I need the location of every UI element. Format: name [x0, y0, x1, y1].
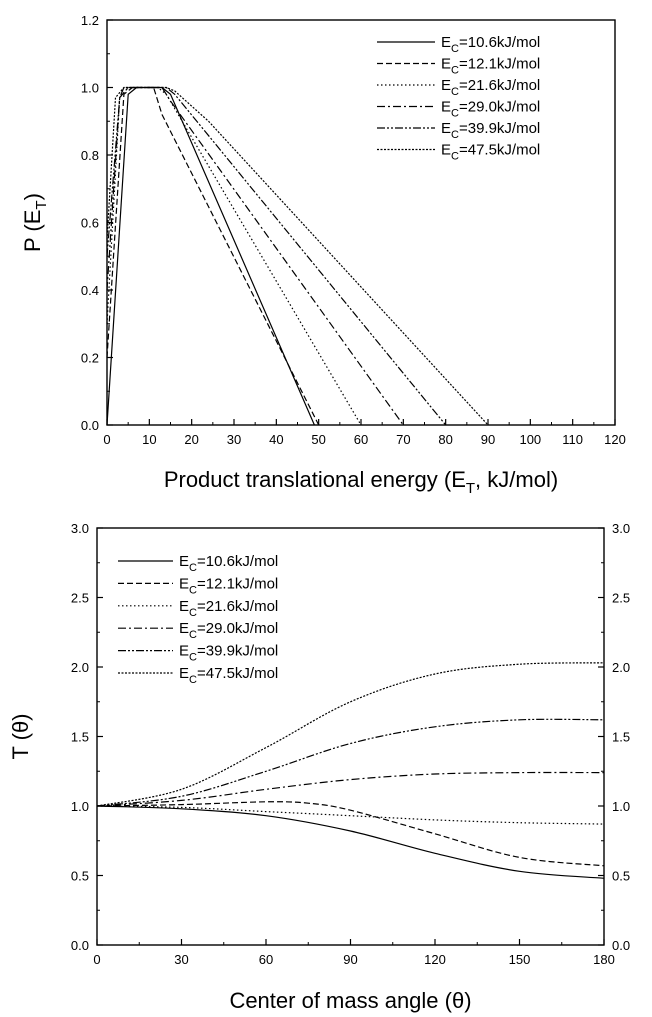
series-line-5 — [107, 88, 446, 426]
series-line-6 — [107, 88, 488, 426]
x-tick-label: 10 — [142, 432, 156, 447]
x-tick-label: 30 — [174, 952, 188, 967]
plot-frame — [97, 528, 604, 945]
series-line-2 — [97, 802, 604, 866]
y-tick-label: 2.0 — [71, 660, 89, 675]
chart-2: 03060901201501800.00.00.50.51.01.01.51.5… — [8, 521, 630, 1013]
series-line-3 — [107, 88, 361, 426]
y-tick-label: 0.8 — [81, 148, 99, 163]
x-tick-label: 150 — [509, 952, 531, 967]
series-line-4 — [107, 88, 403, 426]
y-tick-label: 3.0 — [71, 521, 89, 536]
legend-label: EC=21.6kJ/mol — [441, 77, 540, 98]
y-right-tick-label: 2.5 — [612, 591, 630, 606]
legend-label: EC=21.6kJ/mol — [179, 598, 278, 619]
y-tick-label: 0.4 — [81, 283, 99, 298]
y-tick-label: 1.0 — [81, 81, 99, 96]
legend-label: EC=12.1kJ/mol — [179, 575, 278, 596]
series-line-1 — [97, 806, 604, 878]
x-tick-label: 110 — [562, 432, 583, 447]
y-axis-label: T (θ) — [8, 713, 33, 759]
x-tick-label: 0 — [93, 952, 100, 967]
legend: EC=10.6kJ/molEC=12.1kJ/molEC=21.6kJ/molE… — [377, 34, 540, 163]
series-line-6 — [97, 663, 604, 806]
legend-label: EC=29.0kJ/mol — [441, 99, 540, 120]
y-tick-label: 1.2 — [81, 13, 99, 28]
y-right-tick-label: 1.0 — [612, 799, 630, 814]
x-tick-label: 60 — [354, 432, 368, 447]
x-tick-label: 20 — [184, 432, 198, 447]
legend-label: EC=10.6kJ/mol — [179, 553, 278, 574]
x-axis-label: Product translational energy (ET, kJ/mol… — [164, 467, 558, 497]
x-axis-label: Center of mass angle (θ) — [229, 988, 471, 1013]
y-tick-label: 1.0 — [71, 799, 89, 814]
series-line-2 — [107, 88, 319, 426]
y-right-tick-label: 3.0 — [612, 521, 630, 536]
legend-label: EC=39.9kJ/mol — [441, 120, 540, 141]
x-tick-label: 80 — [438, 432, 452, 447]
legend-label: EC=39.9kJ/mol — [179, 643, 278, 664]
series-line-5 — [97, 719, 604, 806]
y-axis-label: P (ET) — [20, 193, 50, 252]
legend-label: EC=12.1kJ/mol — [441, 56, 540, 77]
y-tick-label: 0.2 — [81, 351, 99, 366]
legend: EC=10.6kJ/molEC=12.1kJ/molEC=21.6kJ/molE… — [118, 553, 278, 686]
y-tick-label: 0.0 — [71, 938, 89, 953]
legend-label: EC=47.5kJ/mol — [179, 665, 278, 686]
y-right-tick-label: 1.5 — [612, 730, 630, 745]
x-tick-label: 90 — [343, 952, 357, 967]
x-tick-label: 180 — [593, 952, 615, 967]
x-tick-label: 120 — [424, 952, 446, 967]
x-tick-label: 100 — [519, 432, 541, 447]
y-right-tick-label: 2.0 — [612, 660, 630, 675]
y-tick-label: 0.0 — [81, 418, 99, 433]
chart-1: 0 10 20 30 40 50 60 70 80 90 100 110 120 0.0 0.2 0.4 0.6… — [20, 13, 626, 497]
legend-label: EC=47.5kJ/mol — [441, 142, 540, 163]
x-tick-label: 70 — [396, 432, 410, 447]
x-tick-label: 50 — [311, 432, 325, 447]
x-tick-label: 40 — [269, 432, 283, 447]
legend-label: EC=29.0kJ/mol — [179, 620, 278, 641]
y-right-tick-label: 0.0 — [612, 938, 630, 953]
y-tick-label: 1.5 — [71, 730, 89, 745]
y-tick-label: 2.5 — [71, 591, 89, 606]
legend-label: EC=10.6kJ/mol — [441, 34, 540, 55]
y-tick-label: 0.6 — [81, 216, 99, 231]
y-right-tick-label: 0.5 — [612, 869, 630, 884]
x-tick-label: 0 — [103, 432, 110, 447]
x-tick-label: 120 — [604, 432, 626, 447]
y-tick-label: 0.5 — [71, 869, 89, 884]
series-line-4 — [97, 773, 604, 806]
x-tick-label: 30 — [227, 432, 241, 447]
x-tick-label: 90 — [481, 432, 495, 447]
x-tick-label: 60 — [259, 952, 273, 967]
